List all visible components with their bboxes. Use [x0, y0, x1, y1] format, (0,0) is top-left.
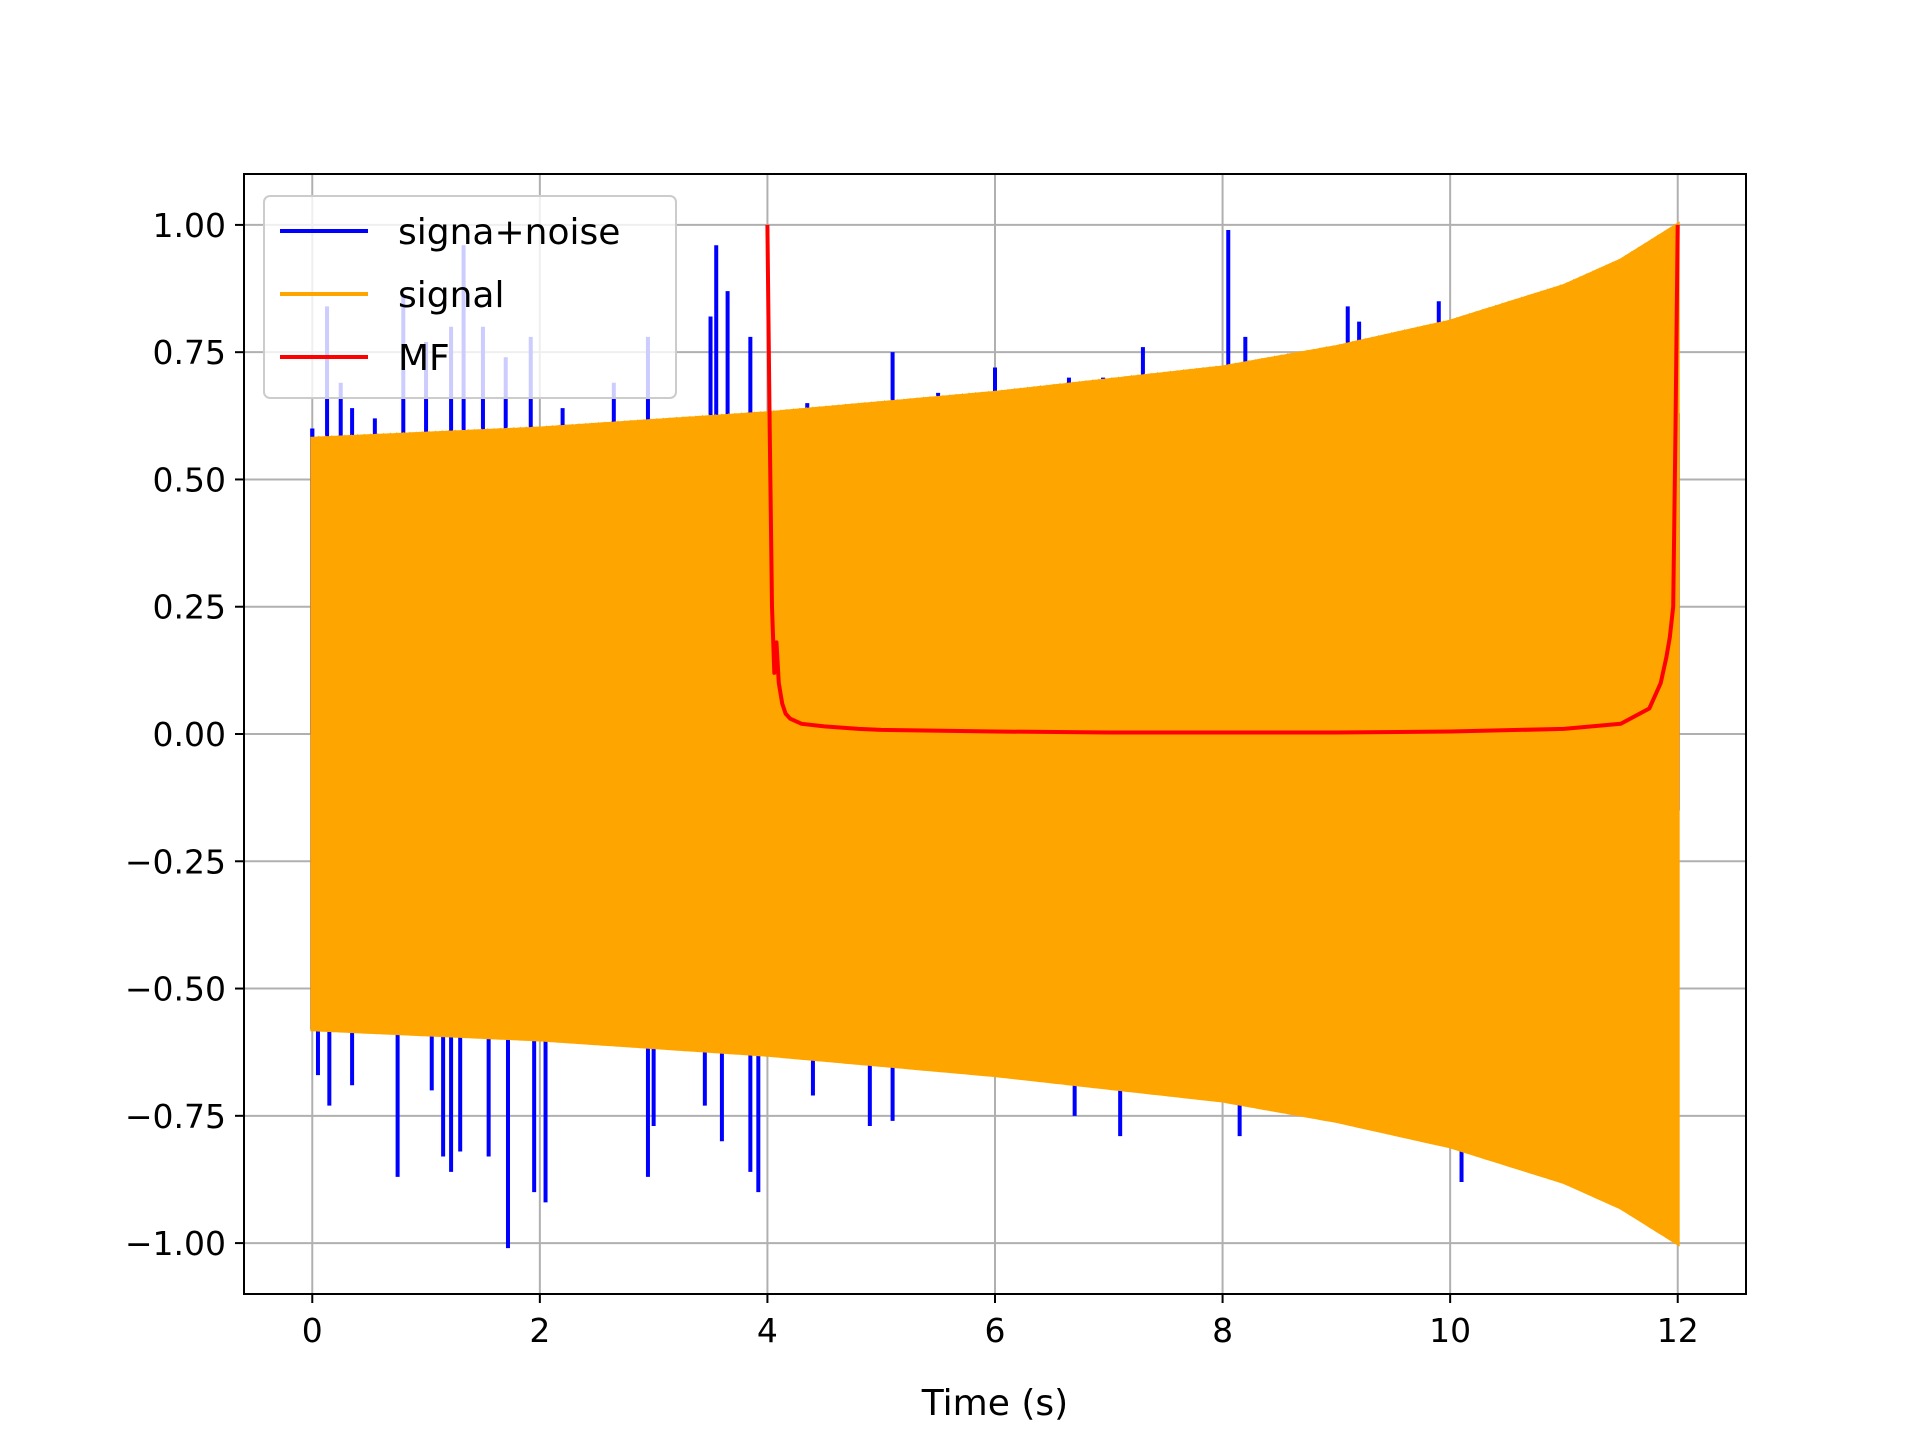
- legend: signa+noise signal MF: [263, 195, 677, 399]
- axis-ticks: 0 2 4 6 8 10 12 1.00 0.75 0.50 0.25 0.00 −0.25 −0.50 −…: [125, 206, 1699, 1350]
- x-tick-label: 10: [1429, 1311, 1471, 1350]
- legend-label-mf: MF: [398, 338, 450, 379]
- x-tick-label: 8: [1212, 1311, 1233, 1350]
- plot-area: [310, 221, 1680, 1249]
- y-tick-label: −0.50: [125, 970, 226, 1009]
- x-tick-label: 6: [985, 1311, 1006, 1350]
- y-tick-label: 0.00: [153, 715, 226, 754]
- x-axis-label: Time (s): [921, 1383, 1068, 1424]
- x-tick-label: 12: [1657, 1311, 1699, 1350]
- x-tick-label: 0: [302, 1311, 323, 1350]
- legend-label-signal: signal: [398, 275, 505, 316]
- x-tick-label: 4: [757, 1311, 778, 1350]
- y-tick-label: −0.75: [125, 1097, 226, 1136]
- x-tick-label: 2: [529, 1311, 550, 1350]
- mf-line: [765, 224, 1680, 735]
- y-tick-label: 0.75: [153, 333, 226, 372]
- legend-box: [263, 195, 677, 399]
- y-tick-label: 0.50: [153, 460, 226, 499]
- signal-upper-edge: [311, 224, 1680, 447]
- legend-label-signa-noise: signa+noise: [398, 212, 620, 253]
- y-tick-label: −0.25: [125, 842, 226, 881]
- y-tick-label: 1.00: [153, 206, 226, 245]
- y-tick-label: −1.00: [125, 1224, 226, 1263]
- series-mf: [765, 224, 1680, 735]
- y-tick-label: 0.25: [153, 588, 226, 627]
